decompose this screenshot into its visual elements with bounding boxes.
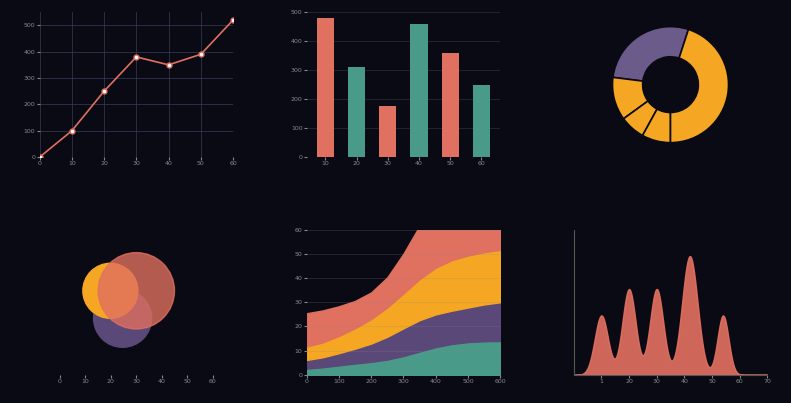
Wedge shape [612,77,648,119]
Bar [411,24,428,157]
Bar [473,85,490,157]
Wedge shape [671,29,729,143]
Bar [379,106,396,157]
Circle shape [83,263,138,318]
Wedge shape [613,27,688,81]
Wedge shape [642,109,671,143]
Bar [441,53,459,157]
Bar [316,18,334,157]
Circle shape [98,253,175,329]
Wedge shape [623,101,657,135]
Circle shape [93,289,152,347]
Bar [348,67,365,157]
